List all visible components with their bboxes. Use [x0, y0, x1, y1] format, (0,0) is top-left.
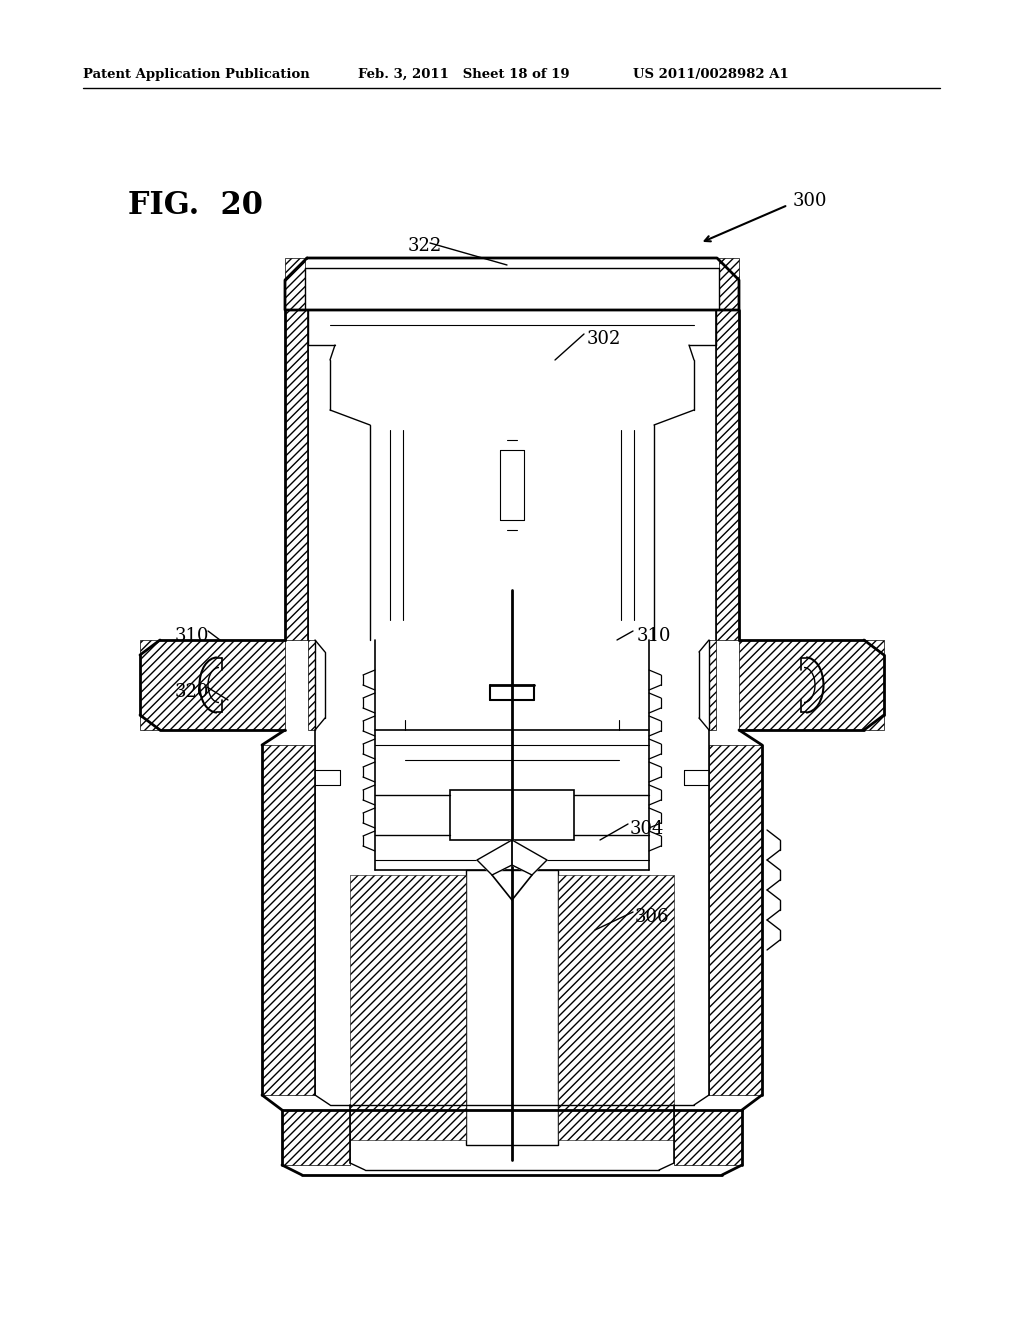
- Bar: [140, 640, 285, 730]
- Text: 302: 302: [587, 330, 622, 348]
- Bar: [350, 875, 466, 1140]
- Bar: [739, 640, 884, 730]
- Text: US 2011/0028982 A1: US 2011/0028982 A1: [633, 69, 788, 81]
- Bar: [450, 789, 574, 840]
- Bar: [466, 870, 558, 1144]
- Text: 304: 304: [630, 820, 665, 838]
- Bar: [282, 1110, 350, 1166]
- Bar: [716, 310, 739, 640]
- Text: 300: 300: [793, 191, 827, 210]
- Text: 320: 320: [175, 682, 209, 701]
- Bar: [709, 744, 762, 1096]
- Text: 310: 310: [175, 627, 210, 645]
- Polygon shape: [477, 840, 512, 875]
- Text: FIG.  20: FIG. 20: [128, 190, 263, 220]
- Bar: [558, 875, 674, 1140]
- Bar: [709, 640, 716, 730]
- Bar: [285, 310, 308, 640]
- Bar: [262, 744, 315, 1096]
- Bar: [308, 640, 315, 730]
- Bar: [719, 257, 739, 310]
- Text: 322: 322: [408, 238, 442, 255]
- Text: Feb. 3, 2011   Sheet 18 of 19: Feb. 3, 2011 Sheet 18 of 19: [358, 69, 569, 81]
- Polygon shape: [512, 840, 547, 875]
- Polygon shape: [285, 257, 739, 310]
- Text: 310: 310: [637, 627, 672, 645]
- Bar: [285, 257, 305, 310]
- Text: 306: 306: [635, 908, 670, 927]
- Bar: [674, 1110, 742, 1166]
- Text: Patent Application Publication: Patent Application Publication: [83, 69, 309, 81]
